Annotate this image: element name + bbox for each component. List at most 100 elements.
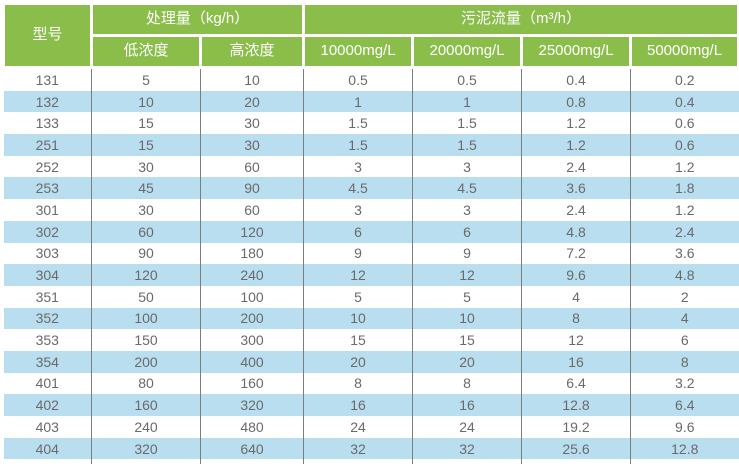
divider-extension-cell — [91, 459, 201, 465]
value-cell: 100 — [199, 285, 304, 308]
value-cell: 8 — [303, 372, 413, 395]
value-cell: 1.8 — [630, 177, 739, 200]
value-cell: 5 — [412, 285, 522, 308]
table-row: 301 30 60 3 3 2.4 1.2 — [3, 199, 739, 221]
value-cell: 25.6 — [521, 437, 631, 460]
value-cell: 4.5 — [303, 177, 413, 200]
value-cell: 0.4 — [521, 67, 631, 91]
value-cell: 3 — [412, 155, 522, 178]
value-cell: 0.2 — [630, 67, 739, 91]
value-cell: 160 — [199, 372, 304, 395]
value-cell: 30 — [199, 112, 304, 135]
value-cell: 8 — [630, 350, 739, 373]
divider-extension-cell — [412, 459, 522, 465]
value-cell: 150 — [91, 329, 201, 351]
value-cell: 30 — [91, 199, 201, 221]
value-cell: 10 — [199, 67, 304, 91]
value-cell: 12 — [521, 329, 631, 351]
value-cell: 8 — [412, 372, 522, 395]
table-row: 251 15 30 1.5 1.5 1.2 0.6 — [3, 134, 739, 156]
table-row: 353 150 300 15 15 12 6 — [3, 329, 739, 351]
value-cell: 10 — [303, 307, 413, 330]
value-cell: 3.2 — [630, 372, 739, 395]
divider-extension-cell — [630, 459, 739, 465]
table-header: 型号 处理量（kg/h） 污泥流量（m³/h） 低浓度 高浓度 10000mg/… — [2, 2, 739, 69]
value-cell: 10 — [91, 90, 201, 113]
model-cell: 304 — [3, 264, 92, 286]
value-cell: 300 — [199, 329, 304, 351]
value-cell: 1.2 — [521, 112, 631, 135]
table-row: 401 80 160 8 8 6.4 3.2 — [3, 372, 739, 395]
value-cell: 6.4 — [630, 394, 739, 416]
header-flow-25000mgL: 25000mg/L — [520, 34, 633, 69]
table-row: 133 15 30 1.5 1.5 1.2 0.6 — [3, 112, 739, 135]
value-cell: 320 — [91, 437, 201, 460]
model-cell: 403 — [3, 416, 92, 438]
value-cell: 4.5 — [412, 177, 522, 200]
value-cell: 15 — [303, 329, 413, 351]
value-cell: 3.6 — [521, 177, 631, 200]
value-cell: 45 — [91, 177, 201, 200]
model-cell: 351 — [3, 285, 92, 308]
table-row: 404 320 640 32 32 25.6 12.8 — [3, 437, 739, 460]
value-cell: 90 — [199, 177, 304, 200]
value-cell: 120 — [199, 220, 304, 243]
value-cell: 200 — [91, 350, 201, 373]
divider-extension-cell — [3, 459, 92, 465]
table-row: 352 100 200 10 10 8 4 — [3, 307, 739, 330]
value-cell: 1.5 — [303, 134, 413, 156]
divider-extension-row — [3, 459, 739, 465]
value-cell: 1 — [412, 90, 522, 113]
value-cell: 3 — [303, 199, 413, 221]
value-cell: 320 — [199, 394, 304, 416]
value-cell: 9.6 — [630, 416, 739, 438]
value-cell: 5 — [91, 67, 201, 91]
value-cell: 5 — [303, 285, 413, 308]
model-cell: 253 — [3, 177, 92, 200]
value-cell: 2 — [630, 285, 739, 308]
table-body: 131 5 10 0.5 0.5 0.4 0.2 132 10 20 1 1 0.8 0.4 133 15 30… — [3, 67, 739, 465]
value-cell: 16 — [303, 394, 413, 416]
header-row-groups: 型号 处理量（kg/h） 污泥流量（m³/h） — [2, 2, 739, 69]
value-cell: 640 — [199, 437, 304, 460]
value-cell: 4 — [630, 307, 739, 330]
value-cell: 4.8 — [521, 220, 631, 243]
value-cell: 30 — [199, 134, 304, 156]
model-cell: 252 — [3, 155, 92, 178]
value-cell: 20 — [199, 90, 304, 113]
value-cell: 9.6 — [521, 264, 631, 286]
value-cell: 1.2 — [630, 155, 739, 178]
value-cell: 80 — [91, 372, 201, 395]
value-cell: 2.4 — [521, 199, 631, 221]
model-cell: 133 — [3, 112, 92, 135]
value-cell: 2.4 — [521, 155, 631, 178]
value-cell: 12 — [412, 264, 522, 286]
value-cell: 1 — [303, 90, 413, 113]
value-cell: 3 — [303, 155, 413, 178]
value-cell: 0.6 — [630, 112, 739, 135]
value-cell: 8 — [521, 307, 631, 330]
value-cell: 480 — [199, 416, 304, 438]
value-cell: 1.2 — [630, 199, 739, 221]
model-cell: 301 — [3, 199, 92, 221]
value-cell: 12.8 — [521, 394, 631, 416]
table-row: 131 5 10 0.5 0.5 0.4 0.2 — [3, 67, 739, 91]
value-cell: 9 — [303, 242, 413, 265]
value-cell: 1.2 — [521, 134, 631, 156]
value-cell: 100 — [91, 307, 201, 330]
value-cell: 19.2 — [521, 416, 631, 438]
table-row: 354 200 400 20 20 16 8 — [3, 350, 739, 373]
model-cell: 402 — [3, 394, 92, 416]
value-cell: 7.2 — [521, 242, 631, 265]
value-cell: 32 — [303, 437, 413, 460]
table-row: 132 10 20 1 1 0.8 0.4 — [3, 90, 739, 113]
value-cell: 240 — [91, 416, 201, 438]
value-cell: 24 — [303, 416, 413, 438]
value-cell: 16 — [521, 350, 631, 373]
table-row: 403 240 480 24 24 19.2 9.6 — [3, 416, 739, 438]
value-cell: 0.6 — [630, 134, 739, 156]
value-cell: 50 — [91, 285, 201, 308]
value-cell: 30 — [91, 155, 201, 178]
